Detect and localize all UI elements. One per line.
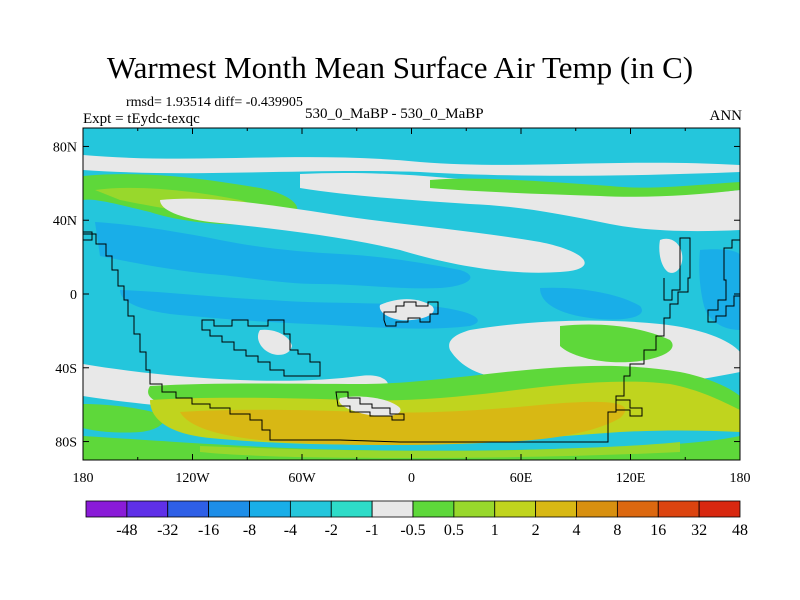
- lat-tick-label: 80N: [53, 140, 77, 155]
- colorbar-swatch: [657, 500, 700, 518]
- field-green-band: [83, 404, 164, 433]
- colorbar-swatch: [494, 500, 537, 518]
- colorbar-label: -0.5: [400, 522, 425, 539]
- field-deep-region: [120, 290, 478, 329]
- colorbar-label: 0.5: [444, 522, 464, 539]
- field-neutral-patch: [300, 172, 740, 232]
- colorbar-label: 1: [491, 522, 499, 539]
- colorbar-swatch: [208, 500, 250, 518]
- field-amber-band: [180, 401, 626, 445]
- field-neutral-patch: [379, 299, 434, 321]
- field-neutral-patch: [659, 238, 683, 273]
- field-arctic-band: [83, 155, 740, 176]
- period-label: ANN: [709, 108, 743, 124]
- lat-tick-label: 40N: [53, 214, 77, 229]
- field-neutral-patch: [339, 396, 401, 416]
- lon-tick-label: 60E: [510, 471, 533, 486]
- lat-tick-label: 40S: [55, 362, 77, 377]
- colorbar-swatch: [85, 500, 128, 518]
- lon-tick-label: 60W: [288, 471, 316, 486]
- coastline: [707, 239, 740, 323]
- field-deep-region: [540, 287, 642, 320]
- map-title: Warmest Month Mean Surface Air Temp (in …: [106, 50, 694, 85]
- lon-tick-label: 120E: [616, 471, 646, 486]
- coastline: [335, 391, 405, 421]
- lat-tick-label: 0: [70, 288, 77, 303]
- lon-tick-label: 0: [408, 471, 415, 486]
- colorbar-swatch: [453, 500, 496, 518]
- colorbar-label: 48: [732, 522, 748, 539]
- colorbar-label: 4: [573, 522, 581, 539]
- colorbar-label: 16: [650, 522, 666, 539]
- colorbar-label: -16: [198, 522, 219, 539]
- colorbar: -48 -32 -16 -8 -4 -2 -1 -0.5 0.5 1 2 4 8 16 32 48: [85, 500, 748, 539]
- colorbar-swatch: [535, 500, 577, 518]
- colorbar-swatch: [126, 500, 169, 518]
- experiment-label: Expt = tEydc-texqc: [83, 111, 200, 127]
- colorbar-swatch: [249, 500, 291, 518]
- field-neutral-patch: [257, 329, 292, 355]
- colorbar-swatch: [371, 500, 414, 518]
- experiment-pair: 530_0_MaBP - 530_0_MaBP: [305, 106, 484, 122]
- colorbar-swatch: [698, 500, 741, 518]
- lon-tick-label: 180: [730, 471, 751, 486]
- colorbar-swatch: [330, 500, 373, 518]
- field-deep-region: [95, 222, 471, 289]
- colorbar-label: -32: [157, 522, 178, 539]
- field-green-band: [83, 176, 150, 186]
- longitude-axis: 180 120W 60W 0 60E 120E 180: [73, 128, 751, 486]
- latitude-axis: 80N 40N 0 40S 80S: [53, 140, 740, 451]
- colorbar-swatch: [289, 500, 332, 518]
- coastline: [383, 301, 439, 327]
- lon-tick-label: 120W: [175, 471, 210, 486]
- coastline: [615, 399, 643, 417]
- field-neutral-patch: [160, 198, 585, 273]
- lon-tick-label: 180: [73, 471, 94, 486]
- coastline: [83, 233, 691, 443]
- temperature-field: [83, 128, 740, 460]
- stats-line: rmsd= 1.93514 diff= -0.439905: [126, 95, 303, 110]
- coastlines: [83, 231, 740, 443]
- coastline: [201, 319, 321, 377]
- colorbar-label: 2: [532, 522, 540, 539]
- colorbar-swatch: [576, 500, 618, 518]
- colorbar-swatch: [412, 500, 455, 518]
- coastline: [83, 231, 93, 241]
- colorbar-label: 32: [691, 522, 707, 539]
- colorbar-label: -8: [243, 522, 256, 539]
- field-green-band: [430, 178, 740, 197]
- lat-tick-label: 80S: [55, 436, 77, 451]
- colorbar-label: -2: [325, 522, 338, 539]
- colorbar-label: -4: [284, 522, 297, 539]
- colorbar-label: 8: [613, 522, 621, 539]
- field-yellowgreen-band: [200, 442, 680, 458]
- colorbar-swatch: [616, 500, 659, 518]
- colorbar-label: -1: [365, 522, 378, 539]
- colorbar-label: -48: [116, 522, 137, 539]
- colorbar-swatch: [167, 500, 210, 518]
